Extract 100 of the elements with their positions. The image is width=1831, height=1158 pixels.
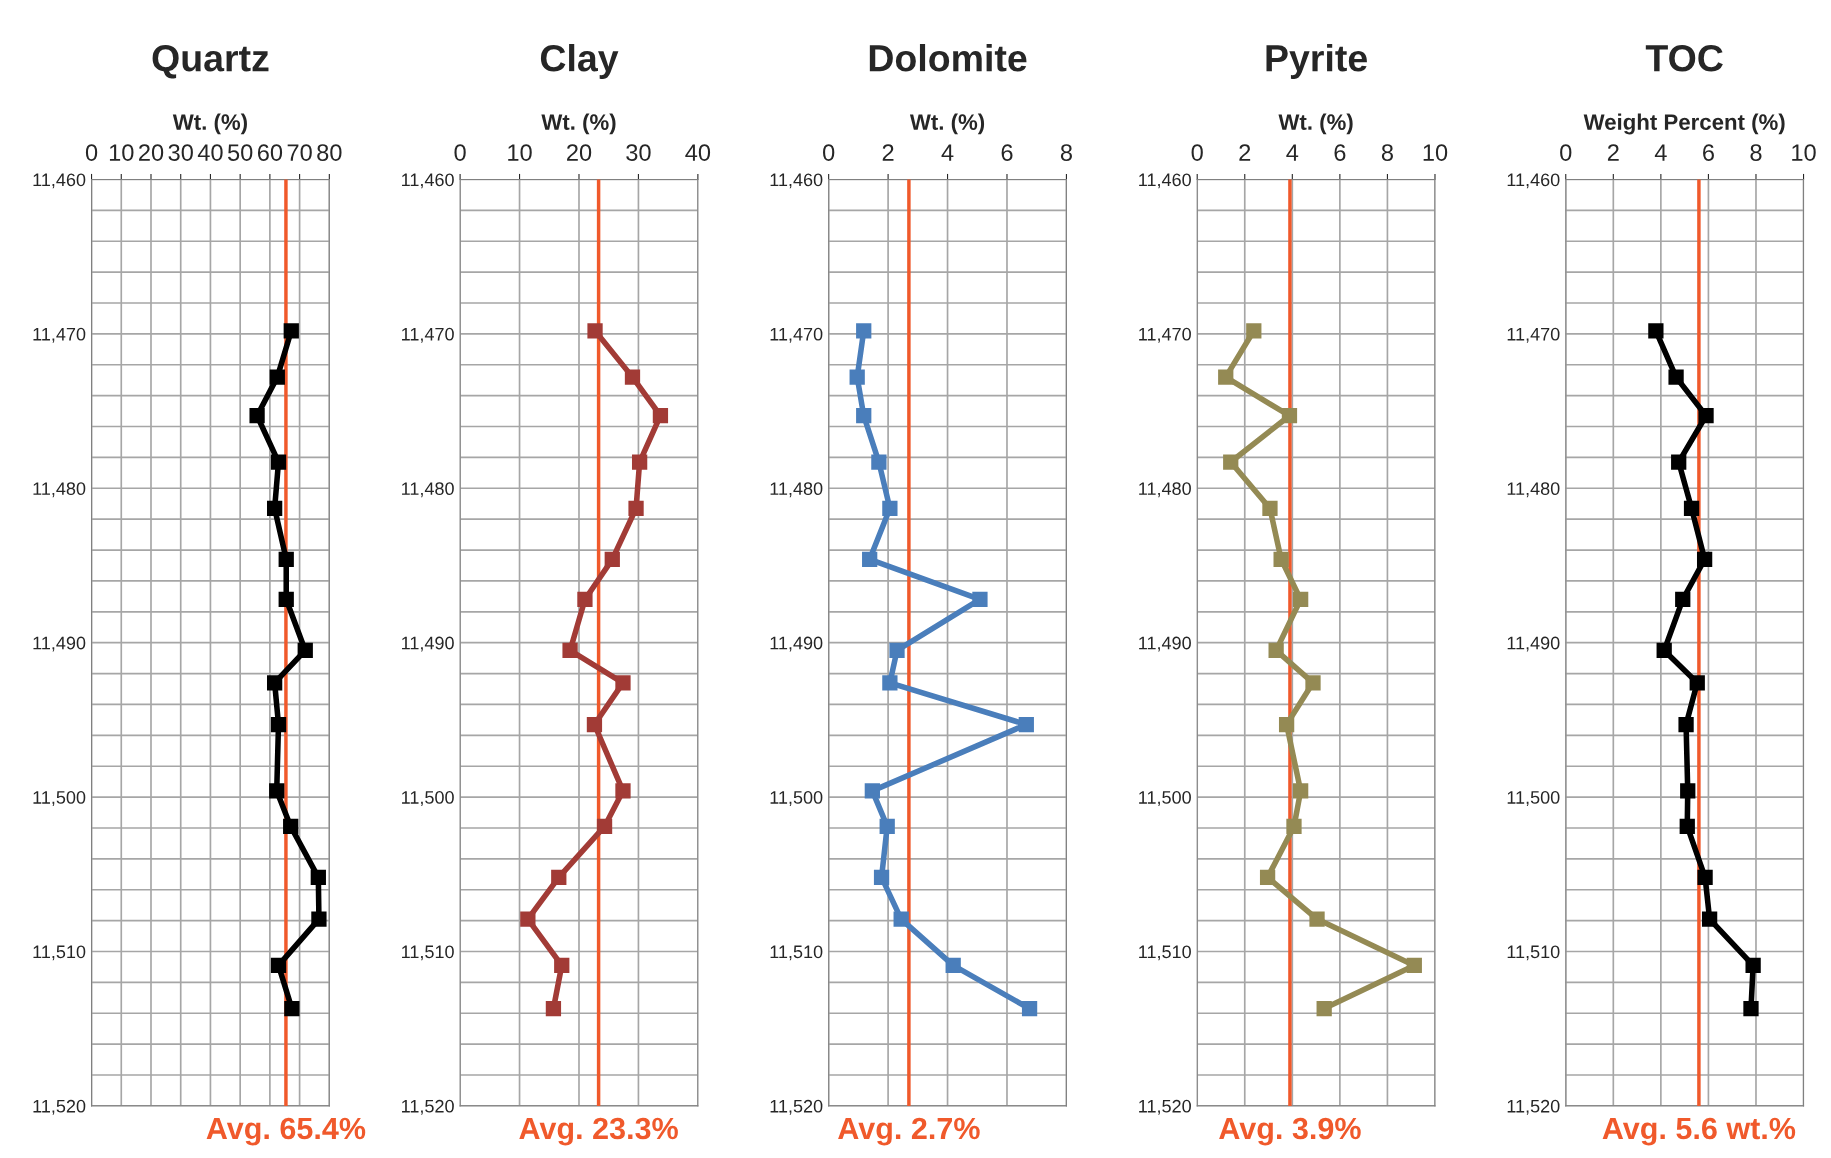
x-tick-label: 30 (626, 144, 651, 161)
point (562, 642, 578, 659)
point (1316, 1000, 1332, 1017)
point (1683, 500, 1700, 516)
y-tick-label: 11,510 (33, 945, 86, 961)
x-tick-label: 2 (1607, 144, 1619, 161)
ref-line-label: Avg. 3.9% (1219, 1117, 1361, 1146)
x-tick-label: 40 (197, 144, 223, 161)
point (311, 911, 327, 927)
point (856, 323, 872, 339)
x-tick-label: 50 (227, 144, 253, 161)
y-tick-label: 11,490 (770, 636, 823, 652)
x-tick-label: 0 (1191, 144, 1203, 161)
point (545, 1000, 562, 1017)
point (1021, 1000, 1038, 1017)
x-tick-label: 0 (85, 144, 98, 161)
point (1743, 1000, 1759, 1017)
point (882, 500, 898, 516)
point (864, 783, 880, 799)
point (882, 675, 898, 691)
x-tick-label: 6 (1703, 144, 1714, 161)
ref-line-label: Avg. 2.7% (838, 1117, 980, 1146)
point (856, 408, 872, 424)
ref-line-label: Avg. 65.4% (206, 1117, 366, 1146)
point (1305, 675, 1321, 691)
x-tick-label: 20 (139, 144, 164, 161)
y-tick-label: 11,510 (1507, 945, 1560, 961)
y-tick-label: 11,500 (33, 791, 86, 806)
point (278, 551, 294, 567)
y-tick-label: 11,490 (1507, 636, 1560, 652)
point (1223, 454, 1239, 470)
point (554, 957, 570, 974)
x-tick-label: 30 (168, 144, 193, 161)
point (270, 957, 287, 974)
point (628, 500, 644, 516)
point (1689, 675, 1705, 691)
x-tick-label: 2 (1239, 144, 1251, 161)
point (1678, 716, 1694, 733)
x-tick-label: 10 (1792, 144, 1816, 161)
y-tick-label: 11,460 (402, 173, 454, 189)
y-tick-label: 11,470 (770, 327, 823, 343)
y-tick-label: 11,480 (1139, 482, 1191, 498)
point (267, 500, 283, 516)
y-tick-label: 11,470 (402, 327, 454, 343)
y-tick-label: 11,460 (1139, 173, 1191, 189)
point (283, 818, 299, 835)
point (520, 911, 536, 927)
x-tick-label: 8 (1381, 144, 1393, 161)
x-tick-label: 70 (287, 144, 312, 161)
y-tick-label: 11,460 (1507, 173, 1560, 189)
point (631, 454, 648, 470)
x-axis-title: Wt. (%) (1278, 113, 1353, 135)
point (586, 716, 603, 733)
y-tick-label: 11,490 (402, 636, 454, 652)
y-tick-label: 11,510 (770, 945, 823, 961)
point (615, 783, 631, 799)
point (1745, 957, 1761, 974)
point (849, 369, 865, 385)
x-tick-label: 4 (1286, 144, 1299, 161)
y-tick-label: 11,520 (1139, 1099, 1191, 1115)
point (893, 911, 909, 927)
point (270, 716, 287, 733)
point (1680, 783, 1696, 799)
y-tick-label: 11,510 (402, 945, 454, 961)
point (269, 783, 285, 799)
y-tick-label: 11,480 (402, 482, 454, 498)
point (1668, 369, 1684, 385)
x-tick-label: 4 (1654, 144, 1667, 161)
point (1262, 500, 1278, 516)
point (249, 408, 265, 424)
point (871, 454, 887, 470)
x-tick-label: 0 (823, 144, 835, 161)
y-tick-label: 11,500 (402, 791, 454, 806)
point (596, 818, 613, 835)
x-tick-label: 8 (1060, 144, 1072, 161)
x-tick-label: 20 (567, 144, 592, 161)
point (879, 818, 895, 835)
y-tick-label: 11,500 (1507, 791, 1560, 806)
x-tick-label: 2 (882, 144, 894, 161)
y-tick-label: 11,470 (33, 327, 86, 343)
point (615, 675, 631, 691)
y-tick-label: 11,460 (33, 173, 86, 189)
chart-title: Dolomite (869, 43, 1027, 72)
x-tick-label: 10 (109, 144, 134, 161)
point (1701, 911, 1718, 927)
point (1671, 454, 1687, 470)
x-axis-title: Weight Percent (%) (1583, 113, 1785, 135)
point (1278, 716, 1295, 733)
y-tick-label: 11,500 (1139, 791, 1191, 806)
point (1293, 591, 1309, 608)
x-tick-label: 80 (317, 144, 342, 161)
point (604, 551, 620, 567)
point (283, 323, 299, 339)
x-tick-label: 4 (941, 144, 954, 161)
x-axis-title: Wt. (%) (541, 113, 616, 135)
y-tick-label: 11,480 (770, 482, 823, 498)
y-tick-label: 11,510 (1139, 945, 1191, 961)
point (889, 642, 905, 659)
y-tick-label: 11,520 (770, 1099, 823, 1115)
point (1698, 408, 1714, 424)
